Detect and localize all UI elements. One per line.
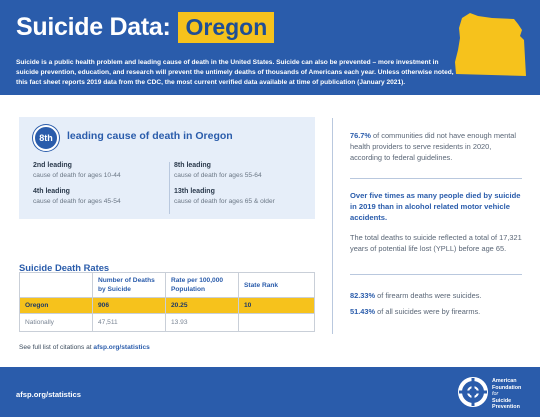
stat-text: of communities did not have enough menta… <box>350 131 517 162</box>
cause-detail: cause of death for ages 10-44 <box>33 172 121 179</box>
cause-item: 13th leading cause of death for ages 65 … <box>174 187 275 207</box>
cause-detail: cause of death for ages 65 & older <box>174 198 275 205</box>
stat-text: of firearm deaths were suicides. <box>377 291 482 300</box>
table-cell: Nationally <box>19 313 93 332</box>
stat-value: 51.43% <box>350 307 376 316</box>
table-header: State Rank <box>238 272 315 298</box>
stat-mental-health: 76.7% of communities did not have enough… <box>350 130 522 163</box>
divider-rule <box>350 178 522 179</box>
cause-label: 13th leading <box>174 188 215 195</box>
table-cell: 10 <box>238 297 315 314</box>
table-header-row: Number of Deaths by Suicide Rate per 100… <box>19 272 315 298</box>
cause-item: 4th leading cause of death for ages 45-5… <box>33 187 121 207</box>
table-header: Rate per 100,000 Population <box>165 272 239 298</box>
table-cell: 13.93 <box>165 313 239 332</box>
cause-label: 4th leading <box>33 188 70 195</box>
highlight-statement: Over five times as many people died by s… <box>350 191 521 222</box>
rank-badge: 8th <box>33 125 59 151</box>
logo-line: for <box>492 391 499 397</box>
table-cell: 906 <box>92 297 166 314</box>
stat-value: 82.33% <box>350 291 376 300</box>
table-cell: 47,511 <box>92 313 166 332</box>
logo-line: American <box>492 378 517 384</box>
table-title: Suicide Death Rates <box>19 262 110 273</box>
cause-label: 8th leading <box>174 162 211 169</box>
divider-rule <box>350 274 522 275</box>
stat-firearm-suicides: 51.43% of all suicides were by firearms. <box>350 306 522 317</box>
stat-value: 76.7% <box>350 131 371 140</box>
intro-paragraph: Suicide is a public health problem and l… <box>16 59 454 86</box>
cause-detail: cause of death for ages 55-64 <box>174 172 262 179</box>
cause-detail: cause of death for ages 45-54 <box>33 198 121 205</box>
logo-line: Prevention <box>492 404 520 410</box>
panel-divider <box>169 162 170 214</box>
leading-cause-panel: 8th leading cause of death in Oregon 2nd… <box>19 117 315 219</box>
citation-prefix: See full list of citations at <box>19 344 92 351</box>
stat-text: of all suicides were by firearms. <box>377 307 481 316</box>
death-rates-table: Number of Deaths by Suicide Rate per 100… <box>19 272 315 332</box>
ypll-statement: The total deaths to suicide reflected a … <box>350 233 522 253</box>
cause-label: 2nd leading <box>33 162 72 169</box>
title-text: Suicide Data: <box>16 13 171 41</box>
rank-headline: leading cause of death in Oregon <box>67 130 233 142</box>
column-divider <box>332 118 333 334</box>
cause-item: 8th leading cause of death for ages 55-6… <box>174 161 262 181</box>
oregon-map-icon <box>455 13 526 76</box>
page-title: Suicide Data: Oregon <box>16 12 275 43</box>
state-name-badge: Oregon <box>178 12 275 43</box>
logo-wordmark: American Foundation for Suicide Preventi… <box>492 378 540 411</box>
header-banner: Suicide Data: Oregon Suicide is a public… <box>0 0 540 95</box>
table-cell <box>238 313 315 332</box>
citation-link[interactable]: afsp.org/statistics <box>93 344 150 351</box>
cause-item: 2nd leading cause of death for ages 10-4… <box>33 161 121 181</box>
table-cell: Oregon <box>19 297 93 314</box>
logo-line: Foundation <box>492 384 522 391</box>
footer-banner: afsp.org/statistics American Foundation … <box>0 367 540 417</box>
table-cell: 20.25 <box>165 297 239 314</box>
citation-note: See full list of citations at afsp.org/s… <box>19 344 150 351</box>
table-row: Oregon 906 20.25 10 <box>19 297 315 314</box>
footer-link[interactable]: afsp.org/statistics <box>16 390 81 399</box>
afsp-logo-icon <box>458 377 488 407</box>
table-header <box>19 272 93 298</box>
table-row: Nationally 47,511 13.93 <box>19 313 315 332</box>
table-header: Number of Deaths by Suicide <box>92 272 166 298</box>
stat-firearm-deaths: 82.33% of firearm deaths were suicides. <box>350 290 522 301</box>
logo-line: Suicide <box>492 397 512 404</box>
